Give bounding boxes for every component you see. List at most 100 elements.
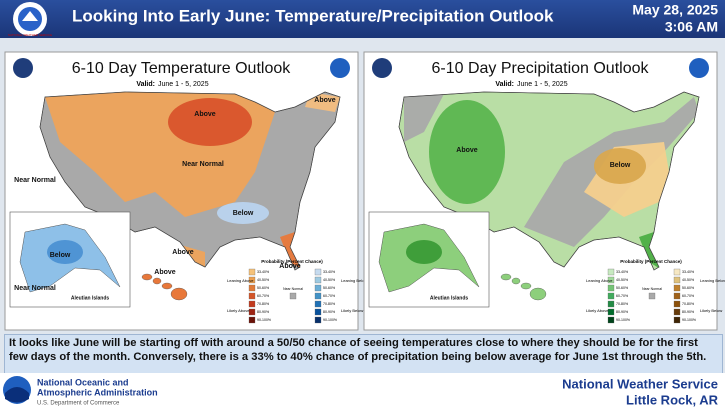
region-label: Below <box>610 162 631 169</box>
legend-range: 80-90% <box>616 310 628 314</box>
legend-range: 50-60% <box>616 286 628 290</box>
legend-range: 70-80% <box>616 302 628 306</box>
legend-swatch <box>314 316 322 324</box>
region-label: Below <box>233 210 254 217</box>
hawaii-island <box>170 287 188 301</box>
outlook-panel: 6-10 Day Precipitation Outlook Valid: June… <box>363 51 725 331</box>
legend-swatch <box>314 276 322 284</box>
valid-dates: June 1 - 5, 2025 <box>517 81 568 88</box>
noaa-logo <box>330 58 350 78</box>
legend-swatch <box>248 284 256 292</box>
legend-range: 70-80% <box>257 302 269 306</box>
legend-swatch <box>289 292 297 300</box>
hawaii-island <box>500 273 512 281</box>
legend-range: 80-90% <box>323 310 335 314</box>
region-label: Above <box>314 97 336 104</box>
outlook-panel: 6-10 Day Temperature Outlook Valid: June 1… <box>4 51 367 331</box>
legend-range: 90-100% <box>257 318 271 322</box>
legend-label: Likely Below <box>700 308 722 313</box>
legend-label: Likely Above <box>227 308 250 313</box>
legend-range: 50-60% <box>257 286 269 290</box>
legend-range: 60-70% <box>682 294 694 298</box>
legend-swatch <box>314 300 322 308</box>
legend-range: 40-50% <box>616 278 628 282</box>
region-label: Above <box>154 269 176 276</box>
outlook-regions <box>404 94 699 270</box>
header: NATIONAL WEATHER SERVICE Looking Into Ea… <box>0 0 725 38</box>
outlook-region <box>429 100 505 204</box>
description: It looks like June will be starting off … <box>4 334 723 374</box>
logo-text: NATIONAL WEATHER SERVICE <box>8 33 52 37</box>
legend-range: 33-40% <box>323 270 335 274</box>
legend-range: 33-40% <box>616 270 628 274</box>
time: 3:06 AM <box>665 19 718 35</box>
region-label: Near Normal <box>14 177 56 184</box>
legend: Probability (Percent Chance) 33-40% 33-40%… <box>586 259 725 324</box>
legend-range: 40-50% <box>682 278 694 282</box>
legend-range: 80-90% <box>257 310 269 314</box>
legend-swatch <box>607 300 615 308</box>
legend-range: 60-70% <box>257 294 269 298</box>
legend-label: Leaning Below <box>700 278 725 283</box>
legend-swatch <box>248 292 256 300</box>
legend: Probability (Percent Chance) 33-40% 33-40%… <box>227 259 367 324</box>
outlook-region <box>404 94 444 142</box>
legend-swatch <box>248 308 256 316</box>
hawaii-island <box>152 277 162 285</box>
office-location: Little Rock, AR <box>626 392 719 407</box>
legend-range: 70-80% <box>682 302 694 306</box>
legend-swatch <box>314 284 322 292</box>
legend-swatch <box>314 308 322 316</box>
header-art: NATIONAL WEATHER SERVICE Looking Into Ea… <box>8 2 718 37</box>
noaa-name: Atmospheric Administration <box>37 387 158 397</box>
legend-swatch <box>607 276 615 284</box>
hawaii-island <box>520 282 532 290</box>
legend-swatch <box>248 316 256 324</box>
panel-title: 6-10 Day Temperature Outlook <box>72 60 291 77</box>
region-label: Near Normal <box>182 161 224 168</box>
legend-swatch <box>648 292 656 300</box>
doc-logo <box>372 58 392 78</box>
legend-swatch <box>607 292 615 300</box>
region-label: Below <box>50 252 71 259</box>
legend-swatch <box>673 268 681 276</box>
legend-label: Likely Above <box>586 308 609 313</box>
legend-range: 60-70% <box>616 294 628 298</box>
region-label: Above <box>456 147 478 154</box>
legend-swatch <box>607 316 615 324</box>
region-label: Near Normal <box>14 285 56 292</box>
date: May 28, 2025 <box>632 2 718 18</box>
legend-swatch <box>673 300 681 308</box>
region-label: Aleutian Islands <box>430 295 469 301</box>
legend-range: 40-50% <box>257 278 269 282</box>
legend-label: Leaning Above <box>586 278 613 283</box>
legend-label: Likely Below <box>341 308 363 313</box>
legend-label: Near Normal <box>642 287 662 291</box>
slide-title: Looking Into Early June: Temperature/Pre… <box>72 6 554 25</box>
legend-swatch <box>673 316 681 324</box>
outlook-region <box>594 148 646 184</box>
noaa-logo <box>689 58 709 78</box>
footer-art: National Oceanic and Atmospheric Adminis… <box>3 376 719 407</box>
office-name: National Weather Service <box>562 376 718 391</box>
region-label: Above <box>279 263 301 270</box>
region-label: Above <box>194 111 216 118</box>
legend-range: 33-40% <box>682 270 694 274</box>
legend-range: 33-40% <box>257 270 269 274</box>
legend-swatch <box>607 268 615 276</box>
legend-title: Probability (Percent Chance) <box>261 259 323 264</box>
legend-range: 90-100% <box>323 318 337 322</box>
alaska-region <box>406 240 442 264</box>
legend-title: Probability (Percent Chance) <box>620 259 682 264</box>
footer: National Oceanic and Atmospheric Adminis… <box>0 373 725 408</box>
legend-label: Near Normal <box>283 287 303 291</box>
legend-swatch <box>248 276 256 284</box>
nws-logo-mark <box>22 11 38 21</box>
legend-range: 70-80% <box>323 302 335 306</box>
outlook-region <box>168 98 252 146</box>
legend-range: 90-100% <box>616 318 630 322</box>
region-label: Above <box>172 249 194 256</box>
legend-swatch <box>248 300 256 308</box>
hawaii-island <box>529 287 547 301</box>
